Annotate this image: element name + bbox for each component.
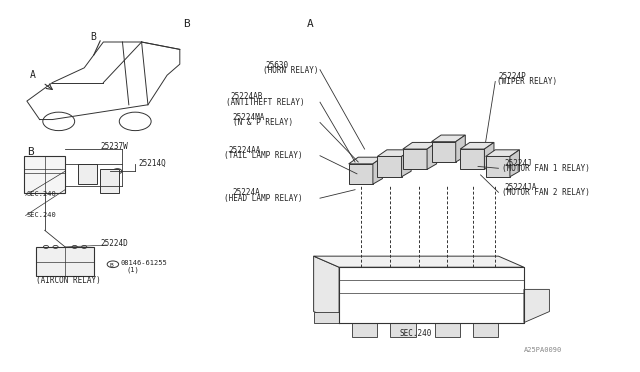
Polygon shape (460, 149, 484, 169)
Text: B: B (109, 263, 113, 268)
Polygon shape (460, 142, 494, 149)
FancyBboxPatch shape (36, 247, 94, 276)
Text: A: A (30, 70, 36, 80)
Polygon shape (403, 149, 427, 169)
Polygon shape (486, 150, 520, 157)
Text: (ANTITHEFT RELAY): (ANTITHEFT RELAY) (227, 98, 305, 107)
Text: 25224J: 25224J (505, 159, 532, 168)
Polygon shape (314, 311, 339, 323)
Text: (1): (1) (127, 267, 140, 273)
Text: B: B (183, 19, 189, 29)
Polygon shape (510, 150, 520, 177)
Polygon shape (373, 157, 383, 184)
Polygon shape (352, 323, 378, 337)
Polygon shape (403, 142, 436, 149)
Text: 25224JA: 25224JA (505, 183, 537, 192)
Text: 25224MA: 25224MA (233, 113, 265, 122)
Polygon shape (427, 142, 436, 169)
Polygon shape (378, 157, 401, 177)
Text: SEC.240: SEC.240 (399, 328, 432, 337)
Text: (HEAD LAMP RELAY): (HEAD LAMP RELAY) (225, 194, 303, 203)
Text: (MOTOR FAN 1 RELAY): (MOTOR FAN 1 RELAY) (502, 164, 589, 173)
Polygon shape (401, 150, 411, 177)
FancyBboxPatch shape (78, 164, 97, 184)
FancyBboxPatch shape (24, 157, 65, 193)
Text: SEC.240: SEC.240 (27, 191, 56, 197)
Polygon shape (349, 164, 373, 184)
Polygon shape (378, 150, 411, 157)
Polygon shape (314, 256, 339, 323)
Text: 08146-61255: 08146-61255 (120, 260, 167, 266)
Text: SEC.240: SEC.240 (27, 212, 56, 218)
Polygon shape (486, 157, 510, 177)
Text: A25PA0090: A25PA0090 (524, 347, 562, 353)
Text: 25630: 25630 (266, 61, 289, 70)
Polygon shape (484, 142, 494, 169)
Text: 25224D: 25224D (100, 239, 128, 248)
Polygon shape (390, 323, 415, 337)
Text: 25214Q: 25214Q (138, 159, 166, 168)
Text: (AIRCON RELAY): (AIRCON RELAY) (36, 276, 101, 285)
Text: (HORN RELAY): (HORN RELAY) (262, 66, 318, 76)
Text: (TAIL LAMP RELAY): (TAIL LAMP RELAY) (225, 151, 303, 160)
Polygon shape (431, 142, 456, 162)
Text: 25224AA: 25224AA (229, 146, 261, 155)
Text: B: B (27, 147, 34, 157)
Polygon shape (524, 289, 549, 323)
Polygon shape (473, 323, 499, 337)
Text: 25224A: 25224A (233, 188, 260, 197)
Text: 25224AB: 25224AB (231, 92, 263, 101)
Text: (WIPER RELAY): (WIPER RELAY) (497, 77, 557, 86)
Text: (MOTOR FAN 2 RELAY): (MOTOR FAN 2 RELAY) (502, 188, 589, 197)
Text: B: B (91, 32, 97, 42)
Text: 25224P: 25224P (499, 72, 526, 81)
Polygon shape (456, 135, 465, 162)
Polygon shape (349, 157, 383, 164)
Text: A: A (307, 19, 314, 29)
Text: 25237W: 25237W (100, 142, 128, 151)
Polygon shape (435, 323, 460, 337)
FancyBboxPatch shape (100, 169, 119, 193)
Text: (N & P RELAY): (N & P RELAY) (233, 118, 293, 127)
Polygon shape (314, 256, 524, 267)
Polygon shape (431, 135, 465, 142)
